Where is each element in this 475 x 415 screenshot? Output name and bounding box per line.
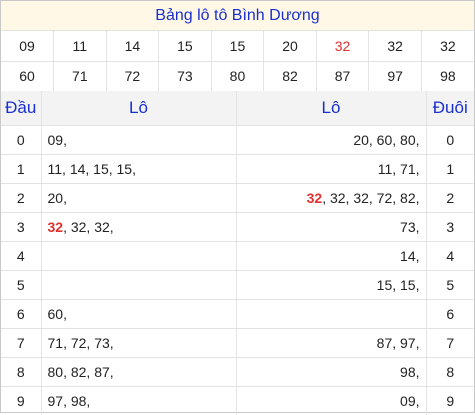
- duoi-digit: 6: [426, 299, 474, 329]
- drawn-number: 60: [1, 61, 55, 92]
- lo-values: 20, 60, 80,: [353, 131, 420, 148]
- lo-right-cell: 73,: [236, 212, 427, 242]
- table-row: 5 15, 15, 5: [1, 270, 474, 300]
- lo-values: 71, 72, 73,: [47, 334, 114, 351]
- lo-values: 80, 82, 87,: [47, 363, 114, 380]
- lo-values: 15, 15,: [376, 276, 420, 293]
- lo-values: 09,: [47, 131, 67, 148]
- duoi-digit: 3: [426, 212, 474, 242]
- drawn-number-highlight: 32: [316, 31, 370, 62]
- dau-digit: 9: [1, 386, 42, 415]
- drawn-number: 14: [106, 31, 160, 62]
- duoi-digit: 9: [446, 392, 455, 409]
- drawn-number: 20: [263, 31, 317, 62]
- table-row: 3 32, 32, 32, 73, 3: [1, 212, 474, 242]
- lo-values: 20,: [47, 189, 67, 206]
- lo-left-cell: 20,: [41, 183, 237, 213]
- dau-digit: 1: [1, 154, 42, 184]
- lo-values: 11, 71,: [377, 160, 420, 177]
- loto-head-tail-table: Đầu Lô Lô Đuôi 0 09, 20, 60, 80, 0 1 11,…: [1, 91, 474, 415]
- lo-left-cell: 97, 98,: [41, 386, 237, 415]
- table-row: 7 71, 72, 73, 87, 97, 7: [1, 328, 474, 358]
- lo-values: , 32, 32, 72, 82,: [322, 189, 420, 206]
- header-lo-right: Lô: [236, 91, 427, 126]
- table-row: 0 09, 20, 60, 80, 0: [1, 125, 474, 155]
- lo-right-cell: 15, 15,: [236, 270, 427, 300]
- lo-right-cell: 14,: [236, 241, 427, 271]
- drawn-number: 97: [368, 61, 422, 92]
- lo-highlight: 32: [47, 218, 64, 235]
- duoi-digit: 4: [426, 241, 474, 271]
- table-row: 8 80, 82, 87, 98, 8: [1, 357, 474, 387]
- drawn-number: 15: [158, 31, 212, 62]
- lo-right-cell: 11, 71,: [236, 154, 427, 184]
- lo-right-cell: 98,: [236, 357, 427, 387]
- header-lo-left: Lô: [41, 91, 237, 126]
- dau-digit: 7: [1, 328, 42, 358]
- dau-digit: 5: [1, 270, 42, 300]
- lo-left-cell: 09,: [41, 125, 237, 155]
- lo-left-cell: 32, 32, 32,: [41, 212, 237, 242]
- drawn-number: 71: [53, 61, 107, 92]
- duoi-digit: 0: [426, 125, 474, 155]
- table-row: 9 97, 98, 09, 9: [1, 386, 474, 415]
- duoi-digit: 1: [426, 154, 474, 184]
- lo-left-cell: 80, 82, 87,: [41, 357, 237, 387]
- lo-right-cell: 09,: [236, 386, 427, 415]
- dau-digit: 3: [1, 212, 42, 242]
- drawn-number: 32: [421, 31, 474, 62]
- lo-right-cell: 87, 97,: [236, 328, 427, 358]
- duoi-digit: 8: [426, 357, 474, 387]
- table-row: 6 60, 6: [1, 299, 474, 329]
- lo-left-cell: 60,: [41, 299, 237, 329]
- lo-values: 11, 14, 15, 15,: [47, 160, 136, 177]
- drawn-number: 82: [263, 61, 317, 92]
- table-row: 2 20, 32, 32, 32, 72, 82, 2: [1, 183, 474, 213]
- drawn-numbers-row-1: 09 11 14 15 15 20 32 32 32: [1, 31, 474, 62]
- table-row: 4 14, 4: [1, 241, 474, 271]
- drawn-number: 72: [106, 61, 160, 92]
- duoi-digit: 5: [426, 270, 474, 300]
- lo-right-cell: [236, 299, 427, 329]
- dau-digit: 2: [1, 183, 42, 213]
- duoi-digit: 7: [426, 328, 474, 358]
- drawn-number: 80: [211, 61, 265, 92]
- lo-values: 73,: [400, 218, 420, 235]
- duoi-digit: 2: [426, 183, 474, 213]
- table-row: 1 11, 14, 15, 15, 11, 71, 1: [1, 154, 474, 184]
- dau-digit: 0: [1, 125, 42, 155]
- drawn-number: 11: [53, 31, 107, 62]
- lo-left-cell: [41, 241, 237, 271]
- lo-left-cell: [41, 270, 237, 300]
- drawn-number: 15: [211, 31, 265, 62]
- lo-right-cell: 32, 32, 32, 72, 82,: [236, 183, 427, 213]
- table-title: Bảng lô tô Bình Dương: [1, 1, 474, 31]
- drawn-numbers-row-2: 60 71 72 73 80 82 87 97 98: [1, 61, 474, 92]
- drawn-number: 87: [316, 61, 370, 92]
- header-dau: Đầu: [1, 91, 42, 126]
- lo-left-cell: 71, 72, 73,: [41, 328, 237, 358]
- lo-values: 09,: [400, 392, 420, 409]
- drawn-number: 32: [368, 31, 422, 62]
- drawn-number: 73: [158, 61, 212, 92]
- lo-values: 87, 97,: [376, 334, 420, 351]
- drawn-number: 98: [421, 61, 474, 92]
- lo-values: 60,: [47, 305, 67, 322]
- drawn-number: 09: [1, 31, 55, 62]
- lo-values: 98,: [400, 363, 420, 380]
- lo-values: , 32, 32,: [63, 218, 114, 235]
- lo-right-cell: 20, 60, 80,: [236, 125, 427, 155]
- lo-left-cell: 11, 14, 15, 15,: [41, 154, 237, 184]
- lo-values: 14,: [400, 247, 420, 264]
- dau-digit: 6: [1, 299, 42, 329]
- header-duoi: Đuôi: [426, 91, 474, 126]
- lo-highlight: 32: [306, 189, 323, 206]
- dau-digit: 8: [1, 357, 42, 387]
- drawn-numbers-table: 09 11 14 15 15 20 32 32 32 60 71 72 73 8…: [1, 31, 474, 92]
- dau-digit: 4: [1, 241, 42, 271]
- loto-header-row: Đầu Lô Lô Đuôi: [1, 91, 474, 126]
- lo-values: 97, 98,: [47, 392, 91, 409]
